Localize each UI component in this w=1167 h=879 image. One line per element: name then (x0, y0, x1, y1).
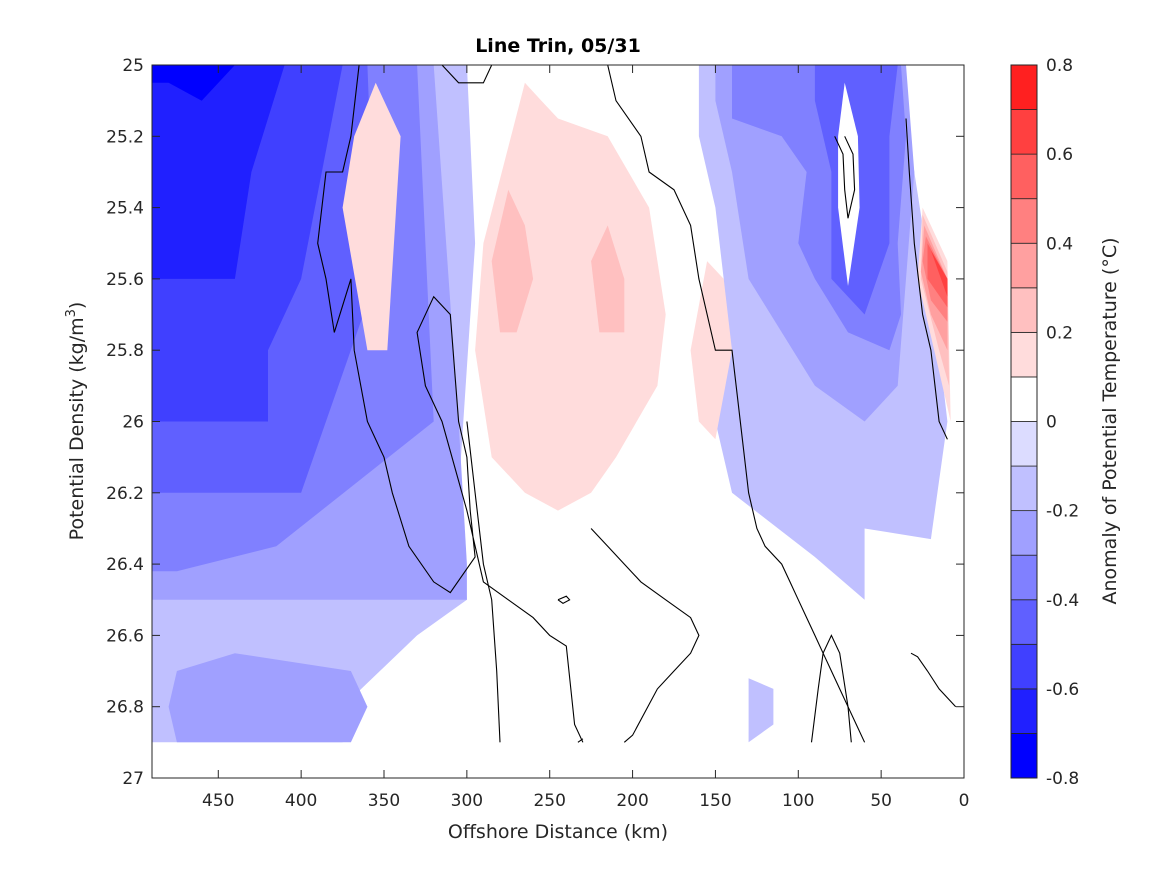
colorbar: 0.8 0.6 0.4 0.2 0 -0.2 -0.4 -0.6 -0.8 (1010, 56, 1079, 789)
contour-region (491, 189, 534, 333)
x-tick-label: 300 (451, 791, 483, 811)
y-axis-label-sup: 3 (64, 309, 79, 317)
colorbar-swatch (1010, 733, 1038, 779)
x-tick-label: 150 (699, 791, 731, 811)
colorbar-swatch (1010, 109, 1038, 155)
zero-contour-line (317, 65, 584, 743)
colorbar-swatch (1010, 376, 1038, 422)
zero-contour-line (557, 595, 571, 604)
colorbar-swatch (1010, 64, 1038, 110)
x-tick-label: 0 (959, 791, 970, 811)
y-tick-label: 26.4 (106, 555, 144, 575)
zero-contour-line (590, 528, 700, 743)
colorbar-tick-label: 0 (1046, 413, 1057, 433)
colorbar-label: Anomaly of Potential Temperature (°C) (1099, 238, 1121, 605)
zero-contour-lines (317, 65, 957, 743)
colorbar-swatch (1010, 287, 1038, 333)
contour-region (152, 65, 285, 279)
y-tick-label: 25.8 (106, 341, 144, 361)
colorbar-swatch (1010, 599, 1038, 645)
contour-region (838, 82, 860, 286)
zero-contour-line (905, 118, 948, 440)
x-tick-label: 50 (870, 791, 892, 811)
colorbar-swatch (1010, 153, 1038, 200)
colorbar-tick-label: 0.8 (1046, 56, 1073, 76)
colorbar-tick-label: -0.6 (1046, 680, 1079, 700)
y-tick-label: 27 (122, 769, 144, 789)
colorbar-swatch (1010, 465, 1038, 512)
contour-region (342, 82, 401, 351)
colorbar-swatch (1010, 688, 1038, 734)
filled-contours (152, 65, 951, 743)
y-tick-label: 25 (122, 56, 144, 76)
contour-region (591, 225, 625, 333)
contour-region (152, 65, 235, 101)
contour-region (930, 250, 948, 297)
colorbar-swatch (1010, 510, 1038, 556)
colorbar-tick-label: -0.8 (1046, 769, 1079, 789)
colorbar-swatch (1010, 242, 1038, 289)
y-tick-label: 26.6 (106, 626, 144, 646)
contour-region (475, 82, 666, 511)
x-tick-label: 200 (616, 791, 648, 811)
zero-contour-line (810, 634, 852, 743)
x-tick-label: 100 (782, 791, 814, 811)
colorbar-frame (1010, 64, 1038, 779)
x-tick-label: 350 (368, 791, 400, 811)
x-tick-label: 400 (285, 791, 317, 811)
zero-contour-line (910, 652, 957, 708)
contour-region (748, 678, 774, 743)
y-tick-label: 26 (122, 413, 144, 433)
colorbar-swatch (1010, 331, 1038, 378)
y-tick-label: 25.4 (106, 199, 144, 219)
zero-contour-line (607, 65, 866, 743)
y-axis-label-close: ) (66, 302, 88, 309)
x-tick-label: 250 (533, 791, 565, 811)
y-tick-label: 25.2 (106, 127, 144, 147)
chart-title: Line Trin, 05/31 (475, 35, 641, 57)
colorbar-tick-label: -0.2 (1046, 502, 1079, 522)
y-axis-label: Potential Density (kg/m3) (64, 302, 88, 541)
colorbar-tick-label: 0.6 (1046, 145, 1073, 165)
y-tick-label: 25.6 (106, 270, 144, 290)
zero-contour-line (466, 421, 501, 743)
contour-region (168, 653, 368, 743)
zero-contour-line (834, 136, 856, 219)
colorbar-swatch (1010, 554, 1038, 601)
colorbar-tick-label: -0.4 (1046, 591, 1079, 611)
y-axis-label-main: Potential Density (kg/m (66, 317, 88, 540)
contour-region (690, 261, 732, 440)
contour-region (927, 243, 948, 308)
colorbar-tick-label: 0.4 (1046, 234, 1073, 254)
y-tick-label: 26.8 (106, 698, 144, 718)
colorbar-swatch (1010, 198, 1038, 244)
x-axis-label: Offshore Distance (km) (448, 821, 668, 843)
y-tick-label: 26.2 (106, 484, 144, 504)
x-axis: 450 400 350 300 250 200 150 100 50 0 (202, 65, 969, 811)
colorbar-swatch (1010, 643, 1038, 690)
colorbar-tick-label: 0.2 (1046, 323, 1073, 343)
x-tick-label: 450 (202, 791, 234, 811)
zero-contour-line (441, 65, 493, 84)
y-axis: 25 25.2 25.4 25.6 25.8 26 26.2 26.4 26.6 26.8 27 (106, 56, 964, 789)
colorbar-swatch (1010, 421, 1038, 467)
zero-contour-line (577, 738, 584, 743)
